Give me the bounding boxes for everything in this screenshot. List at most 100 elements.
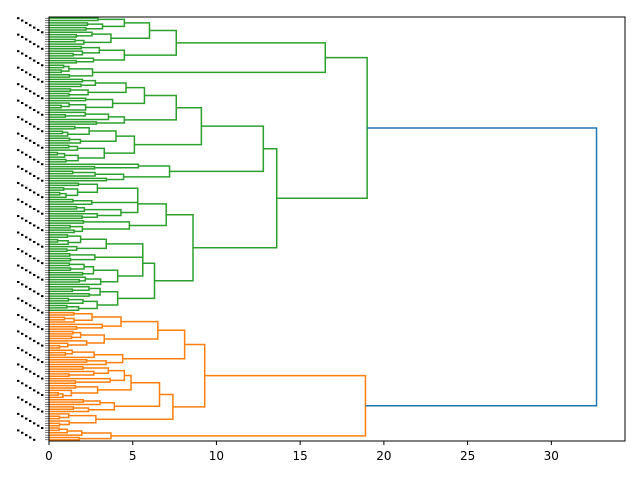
dendrogram-link-1: [92, 42, 327, 74]
leaf-label-138: [37, 342, 40, 345]
dendrogram-link-38: [85, 98, 114, 109]
leaf-label-12: [37, 45, 40, 48]
dendrogram-link-167: [49, 406, 75, 410]
dendrogram-link-101: [49, 248, 68, 253]
dendrogram-link-131: [49, 317, 75, 323]
leaf-label-64: [21, 167, 24, 170]
x-axis: 0 5 10 15 20 25 30: [45, 441, 559, 463]
leaf-label-150: [29, 370, 32, 373]
dendrogram-link-10: [49, 31, 93, 37]
dendrogram-link-153: [49, 366, 84, 370]
leaf-label-2: [25, 21, 28, 24]
dendrogram-link-76: [63, 188, 79, 197]
dendrogram-link-42: [49, 104, 62, 109]
leaf-label-131: [37, 325, 40, 328]
leaf-label-157: [29, 387, 32, 389]
leaf-label-161: [17, 396, 20, 399]
dendrogram-link-95: [76, 238, 107, 250]
dendrogram-link-125: [172, 343, 206, 408]
dendrogram-link-55: [49, 137, 71, 142]
leaf-label-140: [17, 346, 20, 349]
leaf-label-114: [25, 285, 28, 288]
dendrogram-link-111: [49, 278, 102, 286]
dendrogram-link-163: [88, 401, 116, 411]
leaf-label-61: [37, 160, 40, 163]
dendrogram-link-65: [49, 165, 96, 170]
dendrogram-link-122: [49, 305, 80, 312]
leaf-label-143: [29, 354, 32, 357]
x-tick-label-25: 25: [460, 449, 475, 463]
leaf-label-24: [29, 73, 32, 76]
dendrogram-link-150: [97, 374, 132, 391]
leaf-label-57: [21, 151, 24, 154]
leaf-label-23: [25, 71, 28, 74]
dendrogram-link-166: [49, 407, 90, 413]
leaf-label-65: [25, 170, 28, 173]
leaf-label-162: [21, 398, 24, 401]
dendrogram-link-161: [49, 393, 64, 399]
leaf-label-89: [37, 226, 40, 229]
leaf-label-100: [25, 252, 28, 255]
dendrogram-link-51: [49, 125, 76, 130]
leaf-label-76: [41, 196, 44, 199]
leaf-label-48: [41, 130, 44, 133]
dendrogram-link-13: [49, 38, 76, 43]
leaf-label-78: [21, 200, 24, 203]
dendrogram-link-99: [49, 238, 59, 243]
dendrogram-link-25: [49, 73, 71, 78]
leaf-label-111: [41, 278, 44, 281]
dendrogram-link-43: [96, 116, 126, 124]
dendrogram-link-61: [49, 151, 59, 156]
dendrogram-link-26: [193, 148, 278, 249]
dendrogram-link-145: [49, 351, 67, 356]
leaf-label-32: [33, 92, 36, 95]
leaf-label-66: [29, 172, 32, 175]
x-tick-label-5: 5: [129, 449, 137, 463]
dendrogram-link-15: [81, 46, 101, 54]
dendrogram-link-121: [49, 297, 70, 302]
dendrogram-link-57: [49, 145, 79, 151]
dendrogram-link-96: [67, 235, 82, 244]
dendrogram-link-60: [49, 152, 66, 158]
dendrogram-link-69: [49, 177, 108, 182]
leaf-label-20: [41, 64, 44, 67]
leaf-label-145: [37, 358, 40, 361]
dendrogram-link-27: [169, 125, 265, 173]
dendrogram-link-107: [69, 263, 85, 270]
leaf-label-125: [41, 311, 44, 314]
leaf-label-83: [41, 212, 44, 215]
leaf-label-128: [25, 318, 28, 321]
dendrogram-link-170: [49, 415, 61, 420]
leaf-label-168: [17, 412, 20, 415]
dendrogram-link-19: [49, 57, 95, 63]
leaf-label-86: [25, 219, 28, 222]
x-tick-label-10: 10: [209, 449, 224, 463]
leaf-label-19: [37, 61, 40, 64]
dendrogram-link-14: [93, 49, 126, 61]
leaf-label-91: [17, 231, 20, 234]
dendrogram-link-49: [80, 130, 117, 143]
dendrogram-link-92: [117, 262, 156, 300]
leaf-label-136: [29, 337, 32, 340]
leaf-label-130: [33, 323, 36, 326]
leaf-label-156: [25, 384, 28, 387]
dendrogram-link-137: [49, 330, 74, 335]
dendrogram-link-109: [49, 267, 72, 271]
dendrogram-link-37: [49, 92, 70, 97]
dendrogram-link-79: [49, 191, 61, 196]
leaf-label-148: [21, 365, 24, 368]
dendrogram-link-102: [69, 254, 96, 261]
leaf-label-53: [33, 142, 36, 145]
leaf-label-3: [29, 24, 32, 27]
leaf-label-153: [41, 377, 44, 380]
dendrogram-link-52: [49, 131, 69, 137]
x-tick-label-20: 20: [376, 449, 391, 463]
dendrogram-link-134: [49, 326, 78, 330]
leaf-label-41: [41, 113, 44, 116]
dendrogram-link-70: [154, 213, 194, 282]
leaf-label-165: [33, 405, 36, 408]
leaf-label-169: [21, 415, 24, 418]
leaf-label-82: [37, 210, 40, 213]
dendrogram-link-5: [49, 17, 99, 22]
leaf-label-56: [17, 149, 20, 152]
